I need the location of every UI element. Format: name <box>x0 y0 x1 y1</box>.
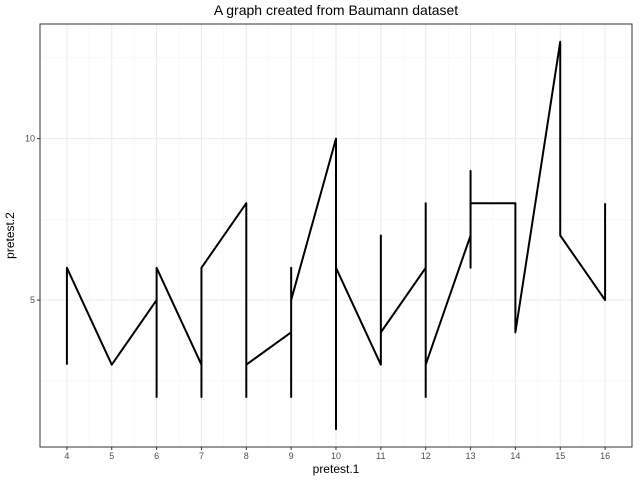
y-axis-title: pretest.2 <box>3 212 17 259</box>
chart-title: A graph created from Baumann dataset <box>214 2 458 18</box>
x-tick-label: 6 <box>154 451 159 461</box>
x-tick-label: 13 <box>466 451 476 461</box>
x-tick-label: 10 <box>331 451 341 461</box>
series-line <box>65 40 607 431</box>
y-tick-label: 5 <box>30 295 35 305</box>
x-tick-label: 16 <box>600 451 610 461</box>
x-tick-label: 5 <box>109 451 114 461</box>
x-tick-label: 9 <box>289 451 294 461</box>
x-axis-title: pretest.1 <box>313 462 360 476</box>
series-lines <box>65 40 607 431</box>
x-tick-label: 15 <box>555 451 565 461</box>
x-tick-label: 7 <box>199 451 204 461</box>
axis-ticks: 4 5 6 7 8 9 10 11 12 13 14 15 16 5 10 <box>25 134 610 461</box>
x-tick-label: 4 <box>64 451 69 461</box>
x-tick-label: 8 <box>244 451 249 461</box>
x-tick-label: 12 <box>421 451 431 461</box>
x-tick-label: 14 <box>510 451 520 461</box>
y-tick-label: 10 <box>25 134 35 144</box>
x-tick-label: 11 <box>376 451 385 461</box>
